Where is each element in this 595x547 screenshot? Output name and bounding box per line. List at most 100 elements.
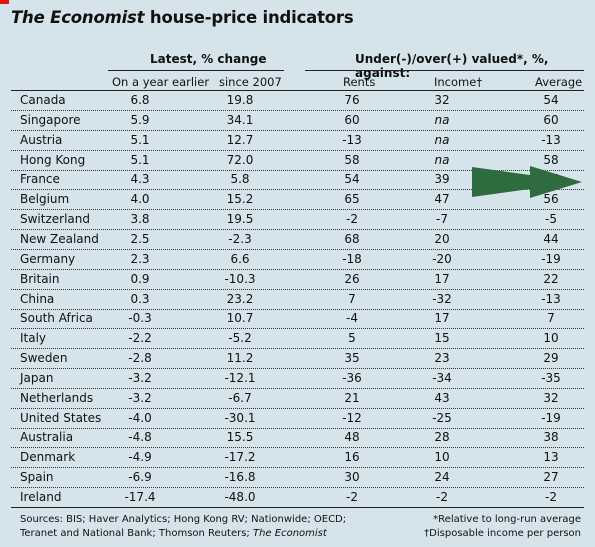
cell-since2007: -5.2 xyxy=(228,331,252,346)
cell-income: 20 xyxy=(434,231,450,246)
cell-average: -5 xyxy=(545,212,557,227)
cell-year: -0.3 xyxy=(128,311,152,326)
cell-income: 32 xyxy=(434,93,450,107)
row-divider xyxy=(11,387,584,389)
cell-since2007: 15.5 xyxy=(226,430,254,445)
cell-income: 17 xyxy=(434,311,450,326)
cell-country: Australia xyxy=(20,430,74,445)
cell-average: 22 xyxy=(543,271,559,286)
row-divider xyxy=(11,407,584,409)
table-row: South Africa -0.3 10.7 -4 17 7 xyxy=(11,309,584,330)
sources-line-2: Teranet and National Bank; Thomson Reute… xyxy=(20,527,346,541)
cell-income: na xyxy=(434,112,450,127)
table-row: New Zealand 2.5 -2.3 68 20 44 xyxy=(11,230,584,250)
row-divider xyxy=(11,447,584,449)
table-row: Japan -3.2 -12.1 -36 -34 -35 xyxy=(11,369,584,389)
cell-country: Italy xyxy=(20,331,47,346)
cell-year: -4.8 xyxy=(128,430,152,445)
cell-since2007: 10.7 xyxy=(226,311,254,326)
cell-income: 28 xyxy=(434,430,450,445)
table-row: Austria 5.1 12.7 -13 na -13 xyxy=(11,131,584,151)
cell-year: 5.9 xyxy=(130,112,150,127)
cell-rents: 26 xyxy=(344,271,360,286)
cell-rents: -36 xyxy=(342,370,362,385)
cell-average: 54 xyxy=(543,93,559,107)
row-divider xyxy=(11,149,584,151)
cell-income: -34 xyxy=(432,370,452,385)
footnote-relative: *Relative to long-run average xyxy=(433,514,581,525)
cell-rents: -12 xyxy=(342,410,362,425)
highlight-arrow-icon xyxy=(472,166,582,198)
cell-income: -7 xyxy=(436,212,448,227)
table-row: Britain 0.9 -10.3 26 17 22 xyxy=(11,270,584,290)
cell-since2007: 5.8 xyxy=(230,172,250,187)
cell-country: Denmark xyxy=(20,450,76,465)
row-divider xyxy=(11,328,584,330)
sources-line-1: Sources: BIS; Haver Analytics; Hong Kong… xyxy=(20,514,347,525)
row-divider xyxy=(11,487,584,489)
table-row: Singapore 5.9 34.1 60 na 60 xyxy=(11,111,584,131)
cell-rents: 30 xyxy=(344,470,360,485)
cell-country: France xyxy=(20,172,60,187)
cell-since2007: -6.7 xyxy=(228,390,252,405)
cell-since2007: 15.2 xyxy=(226,192,254,207)
column-header-year: On a year earlier xyxy=(112,75,210,89)
table-row: United States -4.0 -30.1 -12 -25 -19 xyxy=(11,409,584,429)
footer-rule xyxy=(11,507,584,508)
cell-income: -20 xyxy=(432,251,452,266)
cell-since2007: -10.3 xyxy=(224,271,256,286)
cell-average: -35 xyxy=(541,370,561,385)
cell-average: -13 xyxy=(541,291,561,306)
row-divider xyxy=(11,129,584,131)
row-divider xyxy=(11,248,584,250)
cell-year: 0.3 xyxy=(130,291,150,306)
cell-year: 3.8 xyxy=(130,212,150,227)
row-divider xyxy=(11,348,584,350)
cell-country: Singapore xyxy=(20,112,81,127)
cell-since2007: -17.2 xyxy=(224,450,256,465)
cell-rents: 60 xyxy=(344,112,360,127)
cell-rents: 65 xyxy=(344,192,360,207)
cell-country: South Africa xyxy=(20,311,93,326)
cell-year: -4.0 xyxy=(128,410,152,425)
cell-average: 60 xyxy=(543,112,559,127)
cell-income: na xyxy=(434,132,450,147)
cell-rents: -2 xyxy=(346,490,358,504)
cell-since2007: 19.5 xyxy=(226,212,254,227)
cell-income: 24 xyxy=(434,470,450,485)
cell-rents: -2 xyxy=(346,212,358,227)
cell-average: -19 xyxy=(541,410,561,425)
cell-since2007: -48.0 xyxy=(224,490,256,504)
cell-year: -2.8 xyxy=(128,351,152,366)
cell-since2007: 6.6 xyxy=(230,251,250,266)
header-rule xyxy=(11,90,584,91)
cell-year: -4.9 xyxy=(128,450,152,465)
cell-income: -32 xyxy=(432,291,452,306)
cell-since2007: 11.2 xyxy=(226,351,254,366)
column-header-since2007: since 2007 xyxy=(219,75,282,89)
cell-rents: 16 xyxy=(344,450,360,465)
table-row: Netherlands -3.2 -6.7 21 43 32 xyxy=(11,389,584,409)
cell-rents: 21 xyxy=(344,390,360,405)
cell-since2007: -2.3 xyxy=(228,231,252,246)
cell-year: 6.8 xyxy=(130,93,150,107)
cell-income: -2 xyxy=(436,490,448,504)
row-divider xyxy=(11,308,584,310)
cell-average: 32 xyxy=(543,390,559,405)
cell-average: 58 xyxy=(543,152,559,167)
cell-income: 39 xyxy=(434,172,450,187)
cell-country: Britain xyxy=(20,271,60,286)
cell-since2007: -30.1 xyxy=(224,410,256,425)
group-header-valuation: Under(-)/over(+) valued*, %, against: xyxy=(355,52,549,80)
cell-average: 38 xyxy=(543,430,559,445)
group-rule-latest xyxy=(108,70,284,71)
title-text: house-price indicators xyxy=(144,8,354,27)
cell-country: Netherlands xyxy=(20,390,94,405)
cell-year: 4.0 xyxy=(130,192,150,207)
cell-year: 5.1 xyxy=(130,132,150,147)
cell-country: Belgium xyxy=(20,192,70,207)
table-row: Italy -2.2 -5.2 5 15 10 xyxy=(11,329,584,350)
cell-income: 23 xyxy=(434,351,450,366)
cell-rents: 76 xyxy=(344,93,360,107)
